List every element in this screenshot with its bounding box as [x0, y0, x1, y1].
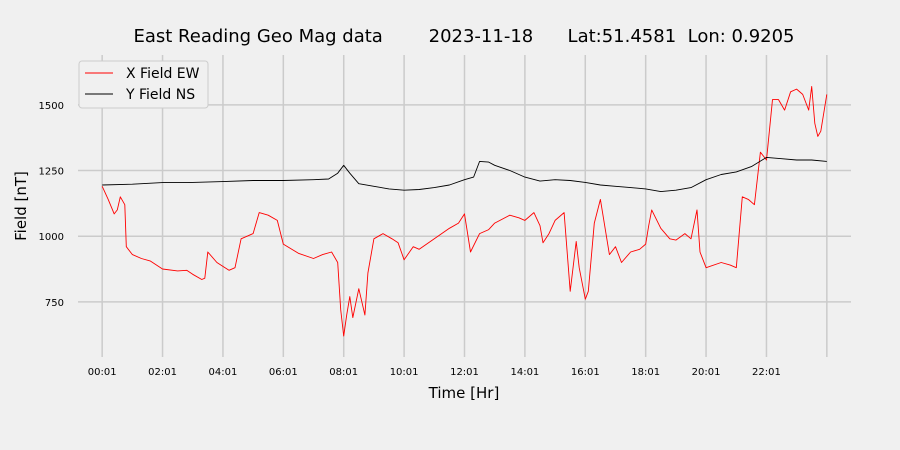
legend-label-y-field: Y Field NS [125, 87, 195, 103]
chart-title: East Reading Geo Mag data 2023-11-18 Lat… [133, 26, 794, 47]
x-tick-label: 12:01 [450, 367, 479, 378]
x-tick-label: 22:01 [752, 367, 781, 378]
x-tick-label: 00:01 [88, 367, 117, 378]
y-tick-label: 1250 [39, 167, 64, 178]
series-layer [101, 86, 828, 337]
y-tick-label: 750 [45, 298, 64, 309]
x-tick-label: 16:01 [571, 367, 600, 378]
x-tick-label: 08:01 [329, 367, 358, 378]
x-axis-label: Time [Hr] [428, 384, 500, 402]
series-line-y-field [102, 156, 827, 193]
x-tick-label: 04:01 [209, 367, 238, 378]
x-tick-label: 20:01 [692, 367, 721, 378]
y-tick-label: 1000 [39, 232, 64, 243]
legend-label-x-field: X Field EW [126, 66, 200, 82]
y-tick-label: 1500 [39, 101, 64, 112]
grid [78, 55, 851, 357]
x-tick-label: 18:01 [631, 367, 660, 378]
x-tick-label: 06:01 [269, 367, 298, 378]
x-tick-label: 02:01 [148, 367, 177, 378]
x-tick-label: 14:01 [510, 367, 539, 378]
legend: X Field EW Y Field NS [78, 60, 209, 109]
y-axis-label: Field [nT] [12, 171, 30, 241]
tick-labels: 00:01 02:01 04:01 06:01 08:01 10:01 12:01 14:01… [39, 101, 781, 378]
x-tick-label: 10:01 [390, 367, 419, 378]
series-line-x-field [101, 86, 828, 337]
